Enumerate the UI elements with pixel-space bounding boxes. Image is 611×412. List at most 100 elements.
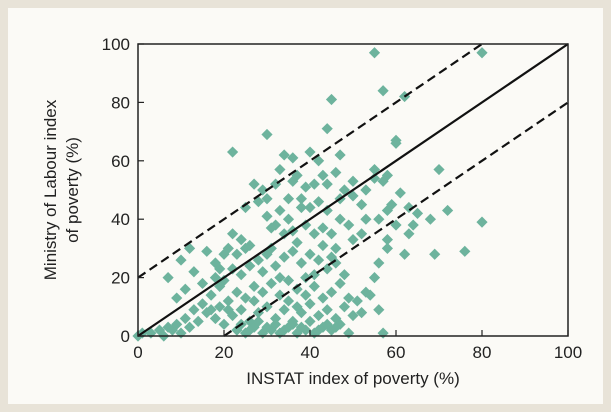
data-point bbox=[270, 260, 282, 272]
plot-frame bbox=[137, 43, 569, 337]
data-point bbox=[274, 289, 286, 301]
data-point bbox=[356, 199, 368, 211]
data-point bbox=[313, 309, 325, 322]
data-point bbox=[313, 196, 325, 208]
data-point bbox=[248, 280, 260, 292]
data-point bbox=[196, 298, 209, 310]
data-point bbox=[244, 315, 256, 327]
data-point bbox=[231, 248, 243, 260]
y-tick-label: 80 bbox=[111, 93, 130, 112]
data-point bbox=[321, 123, 333, 135]
x-tick-label: 20 bbox=[215, 343, 234, 362]
data-point bbox=[321, 318, 333, 330]
data-point bbox=[351, 295, 363, 307]
data-point bbox=[368, 47, 381, 59]
data-point bbox=[368, 272, 381, 284]
data-point bbox=[321, 263, 333, 275]
data-point bbox=[338, 301, 350, 313]
x-tick-label: 80 bbox=[473, 343, 492, 362]
data-point bbox=[192, 315, 204, 327]
data-point bbox=[257, 266, 269, 278]
data-point bbox=[218, 274, 230, 287]
data-point bbox=[227, 146, 239, 158]
data-point bbox=[308, 228, 320, 240]
data-point bbox=[317, 169, 329, 181]
data-point bbox=[261, 193, 273, 205]
data-point bbox=[295, 321, 307, 333]
data-point bbox=[394, 187, 406, 199]
data-points bbox=[132, 47, 488, 342]
data-point bbox=[291, 283, 303, 295]
data-point bbox=[201, 307, 213, 319]
y-axis-label-line-2: of poverty (%) bbox=[63, 137, 82, 243]
data-point bbox=[278, 251, 290, 263]
data-point bbox=[373, 304, 385, 316]
identity-line bbox=[137, 43, 569, 337]
data-point bbox=[235, 269, 247, 281]
data-point bbox=[317, 292, 329, 304]
data-point bbox=[373, 213, 385, 225]
data-point bbox=[188, 304, 200, 316]
data-point bbox=[282, 295, 295, 307]
data-point bbox=[265, 222, 277, 234]
data-point bbox=[227, 228, 239, 240]
data-point bbox=[399, 248, 411, 260]
data-point bbox=[248, 178, 260, 190]
data-point bbox=[291, 236, 303, 249]
data-point bbox=[325, 286, 338, 298]
data-point bbox=[274, 163, 286, 176]
data-point bbox=[304, 146, 316, 158]
data-point bbox=[368, 172, 381, 184]
data-point bbox=[248, 295, 260, 307]
data-point bbox=[274, 204, 286, 217]
data-point bbox=[321, 304, 333, 316]
data-point bbox=[295, 193, 307, 205]
x-tick-label: 40 bbox=[301, 343, 320, 362]
data-point bbox=[278, 228, 290, 240]
data-point bbox=[407, 219, 419, 231]
data-point bbox=[390, 137, 402, 149]
data-point bbox=[338, 269, 350, 281]
data-point bbox=[313, 155, 325, 167]
data-point bbox=[184, 321, 196, 333]
reference-lines bbox=[137, 43, 569, 337]
data-point bbox=[308, 280, 320, 292]
data-point bbox=[381, 204, 393, 217]
data-point bbox=[377, 85, 389, 97]
data-point bbox=[403, 201, 415, 214]
data-point bbox=[188, 266, 200, 278]
data-point bbox=[222, 304, 234, 316]
data-point bbox=[313, 254, 325, 266]
data-point bbox=[381, 242, 393, 254]
data-point bbox=[321, 178, 333, 190]
data-point bbox=[265, 277, 277, 290]
y-axis-label-line-1: Ministry of Labour index bbox=[41, 99, 60, 280]
data-point bbox=[291, 169, 303, 181]
data-point bbox=[231, 286, 243, 298]
data-point bbox=[205, 289, 217, 301]
y-tick-label: 60 bbox=[111, 152, 130, 171]
data-point bbox=[201, 245, 213, 257]
data-point bbox=[209, 272, 221, 284]
chart-panel: 0 20 40 60 80 100 0 20 40 60 80 100 INSTAT index o… bbox=[8, 8, 603, 404]
data-point bbox=[282, 213, 295, 225]
data-point bbox=[356, 228, 368, 240]
data-point bbox=[196, 277, 209, 290]
data-point bbox=[270, 219, 282, 231]
data-point bbox=[274, 327, 286, 339]
x-axis-label: INSTAT index of poverty (%) bbox=[246, 369, 460, 388]
data-point bbox=[282, 193, 295, 205]
data-point bbox=[261, 321, 273, 333]
x-ticks: 0 20 40 60 80 100 bbox=[133, 330, 582, 362]
data-point bbox=[429, 248, 441, 260]
data-point bbox=[347, 309, 359, 322]
y-tick-label: 0 bbox=[121, 327, 130, 346]
data-point bbox=[257, 327, 269, 339]
data-point bbox=[257, 184, 269, 196]
data-point bbox=[403, 228, 415, 240]
data-point bbox=[442, 204, 454, 217]
data-point bbox=[278, 324, 290, 336]
data-point bbox=[248, 321, 260, 333]
data-point bbox=[205, 304, 217, 316]
data-point bbox=[295, 257, 307, 269]
